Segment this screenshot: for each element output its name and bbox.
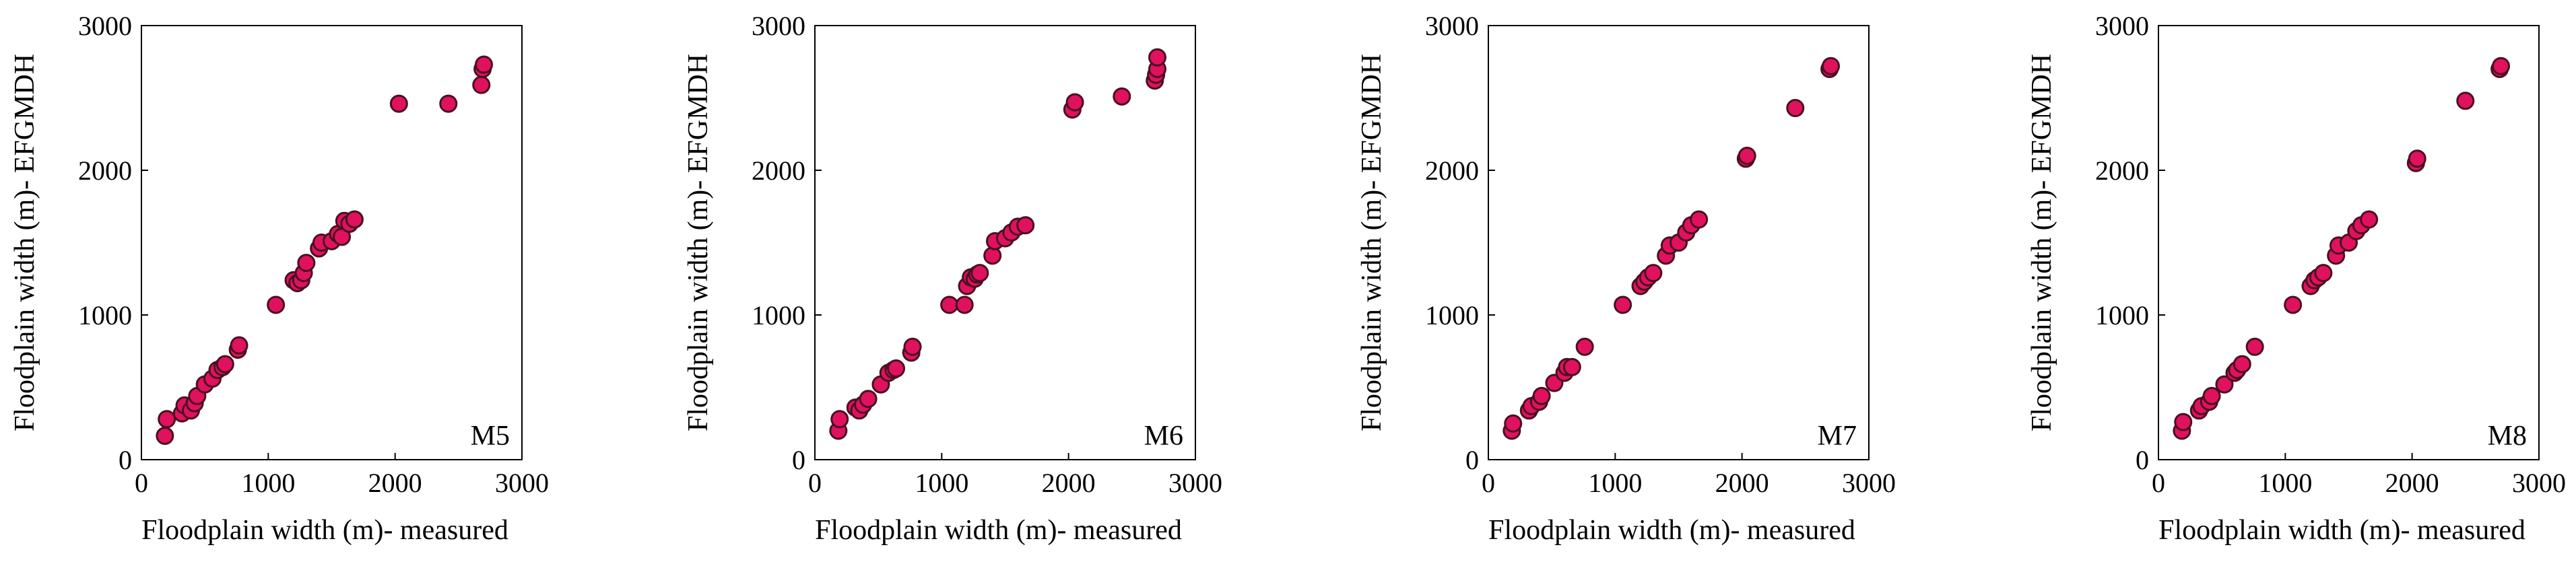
y-tick-label: 1000 xyxy=(1425,300,1479,330)
data-point xyxy=(2408,149,2426,168)
x-tick-label: 0 xyxy=(2152,468,2165,498)
x-tick-label: 1000 xyxy=(241,468,295,498)
x-tick-label: 0 xyxy=(1482,468,1495,498)
y-tick-label: 3000 xyxy=(1425,11,1479,41)
data-point xyxy=(2456,92,2475,110)
y-tick-label: 2000 xyxy=(2095,155,2149,186)
data-point xyxy=(1016,216,1035,235)
y-axis-title: Floodplain width (m)- EFGMDH xyxy=(2026,54,2057,431)
x-tick-label: 2000 xyxy=(2385,468,2439,498)
data-point xyxy=(475,55,493,74)
data-point xyxy=(983,246,1002,265)
y-tick-label: 0 xyxy=(2136,445,2149,475)
data-point xyxy=(2360,210,2379,229)
y-tick-label: 3000 xyxy=(2095,11,2149,41)
data-point xyxy=(2245,337,2264,356)
data-point xyxy=(1532,386,1551,405)
x-tick-label: 3000 xyxy=(495,468,549,498)
model-label: M8 xyxy=(2488,421,2527,452)
data-point xyxy=(2284,295,2303,314)
y-tick-label: 1000 xyxy=(752,300,805,330)
data-point xyxy=(2202,386,2221,405)
data-point xyxy=(1562,357,1581,376)
x-tick-label: 3000 xyxy=(1842,468,1896,498)
data-point xyxy=(1504,414,1523,433)
x-tick-label: 2000 xyxy=(1715,468,1769,498)
data-point xyxy=(439,94,458,113)
data-point xyxy=(1738,147,1756,165)
x-tick-label: 2000 xyxy=(368,468,422,498)
data-point xyxy=(859,390,878,409)
x-tick-label: 3000 xyxy=(2512,468,2566,498)
x-axis-title: Floodplain width (m)- measured xyxy=(2158,515,2525,546)
model-label: M6 xyxy=(1144,421,1183,452)
y-axis-title: Floodplain width (m)- EFGMDH xyxy=(9,54,40,431)
data-point xyxy=(2492,57,2510,75)
chart-panel-m8: 0 1000 2000 3000 0 1000 2000 3000 Floodplain wid… xyxy=(2026,11,2566,546)
y-tick-label: 0 xyxy=(119,445,132,475)
data-point xyxy=(1786,99,1805,118)
data-point xyxy=(940,295,959,314)
data-point xyxy=(158,410,176,429)
y-tick-label: 2000 xyxy=(1425,155,1479,186)
data-point xyxy=(345,210,364,229)
data-point xyxy=(389,94,408,113)
y-tick-label: 2000 xyxy=(752,155,805,186)
data-point xyxy=(2215,375,2234,394)
x-tick-label: 1000 xyxy=(2258,468,2312,498)
y-tick-label: 2000 xyxy=(78,155,132,186)
model-label: M5 xyxy=(471,421,510,452)
y-axis-title: Floodplain width (m)- EFGMDH xyxy=(683,54,714,431)
data-point xyxy=(297,254,316,273)
data-point xyxy=(955,295,974,314)
data-point xyxy=(1065,93,1084,112)
x-tick-label: 0 xyxy=(135,468,148,498)
chart-panel-m7: 0 1000 2000 3000 0 1000 2000 3000 Floodplain wid… xyxy=(1356,11,1896,546)
x-axis-title: Floodplain width (m)- measured xyxy=(815,515,1182,546)
data-point xyxy=(2314,264,2333,283)
y-tick-label: 0 xyxy=(792,445,805,475)
x-axis-title: Floodplain width (m)- measured xyxy=(141,515,508,546)
y-tick-label: 3000 xyxy=(752,11,805,41)
x-axis-title: Floodplain width (m)- measured xyxy=(1488,515,1855,546)
data-point xyxy=(156,427,174,446)
y-tick-label: 3000 xyxy=(78,11,132,41)
plot-frame xyxy=(814,25,1196,460)
chart-panel-m6: 0 1000 2000 3000 0 1000 2000 3000 Floodplain wid… xyxy=(683,11,1222,546)
x-tick-label: 2000 xyxy=(1042,468,1096,498)
data-point xyxy=(970,264,989,283)
data-point xyxy=(887,359,906,378)
data-point xyxy=(1644,264,1663,283)
data-point xyxy=(1822,57,1840,75)
data-point xyxy=(267,295,286,314)
plot-frame xyxy=(1488,25,1870,460)
y-tick-label: 1000 xyxy=(78,300,132,330)
data-point xyxy=(1113,87,1131,106)
y-tick-label: 1000 xyxy=(2095,300,2149,330)
data-point xyxy=(230,336,249,355)
x-tick-label: 3000 xyxy=(1168,468,1222,498)
data-point xyxy=(830,410,849,429)
data-point xyxy=(1148,48,1166,67)
data-point xyxy=(1614,295,1632,314)
y-tick-label: 0 xyxy=(1465,445,1479,475)
data-point xyxy=(1690,210,1709,229)
x-tick-label: 1000 xyxy=(915,468,968,498)
plot-frame xyxy=(2158,25,2540,460)
data-point xyxy=(216,355,234,374)
x-tick-label: 0 xyxy=(808,468,822,498)
x-tick-label: 1000 xyxy=(1588,468,1642,498)
plot-frame xyxy=(141,25,523,460)
data-point xyxy=(472,75,491,94)
chart-panel-m5: 0 1000 2000 3000 0 1000 2000 3000 Floodplain wid… xyxy=(9,11,549,546)
data-point xyxy=(2233,355,2251,374)
model-label: M7 xyxy=(1818,421,1857,452)
data-point xyxy=(903,337,922,356)
data-point xyxy=(2174,413,2193,431)
data-point xyxy=(1575,337,1594,356)
y-axis-title: Floodplain width (m)- EFGMDH xyxy=(1356,54,1387,431)
